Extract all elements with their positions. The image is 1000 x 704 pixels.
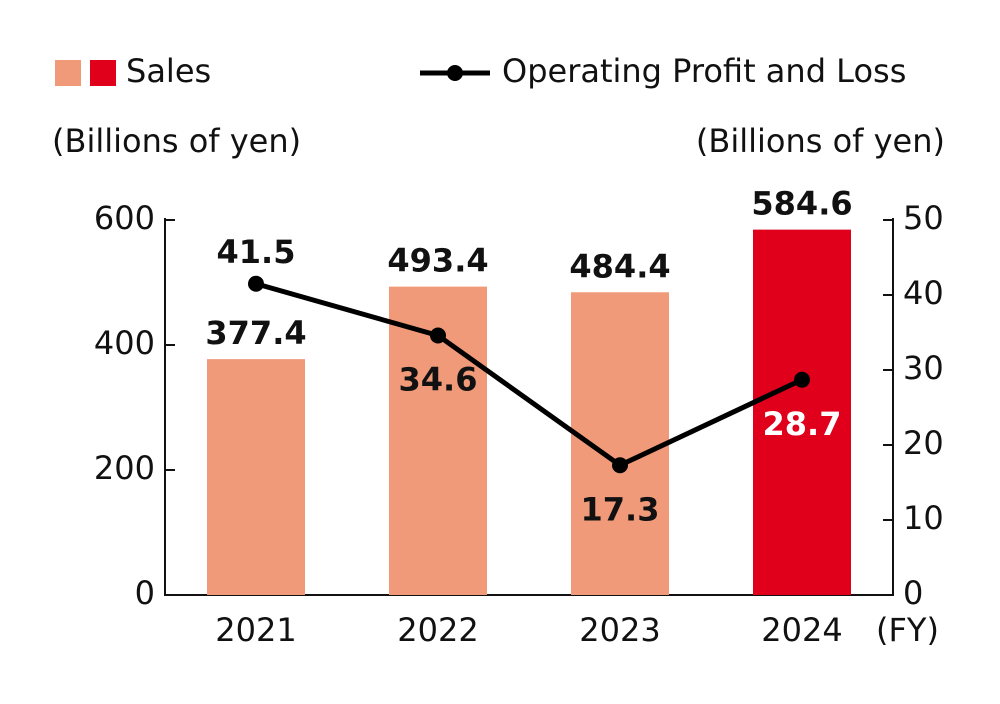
legend-swatch xyxy=(55,60,81,86)
bar-value-label: 493.4 xyxy=(387,242,488,280)
x-tick-label: 2022 xyxy=(397,611,478,649)
y-tick-label: 600 xyxy=(94,199,155,237)
x-axis-label: (FY) xyxy=(876,611,939,649)
y2-tick-label: 0 xyxy=(903,574,923,612)
y2-axis-label: (Billions of yen) xyxy=(696,122,945,160)
line-value-label: 28.7 xyxy=(763,405,842,443)
bar xyxy=(207,359,305,595)
x-tick-label: 2024 xyxy=(761,611,842,649)
y2-tick-label: 40 xyxy=(903,274,944,312)
line-value-label: 17.3 xyxy=(581,490,660,528)
bar-value-label: 377.4 xyxy=(205,314,306,352)
y-tick-label: 200 xyxy=(94,449,155,487)
y-axis-label: (Billions of yen) xyxy=(52,122,301,160)
legend-marker xyxy=(447,65,463,81)
line-value-label: 41.5 xyxy=(217,233,296,271)
y2-tick-label: 20 xyxy=(903,424,944,462)
y2-tick-label: 10 xyxy=(903,499,944,537)
x-tick-label: 2023 xyxy=(579,611,660,649)
y-tick-label: 400 xyxy=(94,324,155,362)
x-tick-label: 2021 xyxy=(215,611,296,649)
y-tick-label: 0 xyxy=(135,574,155,612)
legend-label: Sales xyxy=(126,52,211,90)
bar-value-label: 584.6 xyxy=(751,185,852,223)
line-marker xyxy=(248,275,264,292)
line-marker xyxy=(794,371,810,388)
y2-tick-label: 50 xyxy=(903,199,944,237)
line-marker xyxy=(430,327,446,344)
legend-label: Operating Profit and Loss xyxy=(502,52,906,90)
bar xyxy=(753,229,851,595)
y2-tick-label: 30 xyxy=(903,349,944,387)
line-marker xyxy=(612,457,628,474)
bar-value-label: 484.4 xyxy=(569,247,670,285)
line-value-label: 34.6 xyxy=(399,361,478,399)
legend-swatch xyxy=(90,60,116,86)
line xyxy=(255,281,804,469)
